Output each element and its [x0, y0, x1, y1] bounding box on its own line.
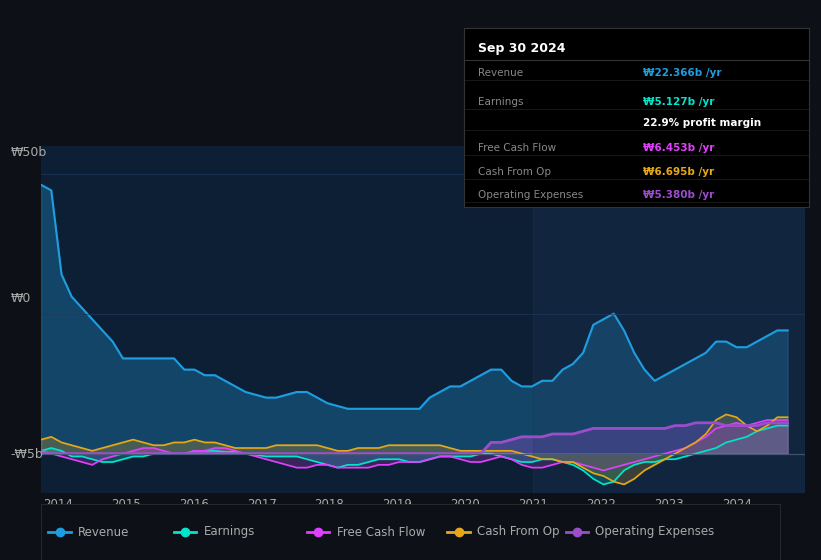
Text: Cash From Op: Cash From Op	[477, 525, 559, 539]
Text: ₩50b: ₩50b	[11, 146, 47, 158]
Text: Free Cash Flow: Free Cash Flow	[337, 525, 425, 539]
Text: ₩0: ₩0	[11, 292, 31, 305]
Text: Free Cash Flow: Free Cash Flow	[478, 143, 556, 153]
Text: 22.9% profit margin: 22.9% profit margin	[643, 118, 761, 128]
Text: Revenue: Revenue	[78, 525, 130, 539]
Text: Revenue: Revenue	[478, 68, 523, 78]
Text: -₩5b: -₩5b	[11, 448, 44, 461]
Text: ₩6.453b /yr: ₩6.453b /yr	[643, 143, 714, 153]
Text: Sep 30 2024: Sep 30 2024	[478, 43, 565, 55]
Text: Operating Expenses: Operating Expenses	[478, 190, 583, 200]
Text: ₩5.127b /yr: ₩5.127b /yr	[643, 97, 714, 107]
Text: Operating Expenses: Operating Expenses	[595, 525, 714, 539]
Text: ₩5.380b /yr: ₩5.380b /yr	[643, 190, 714, 200]
Text: Earnings: Earnings	[204, 525, 255, 539]
Bar	[533, 146, 805, 493]
Text: Cash From Op: Cash From Op	[478, 167, 551, 177]
Text: ₩22.366b /yr: ₩22.366b /yr	[643, 68, 722, 78]
Text: ₩6.695b /yr: ₩6.695b /yr	[643, 167, 714, 177]
Text: Earnings: Earnings	[478, 97, 523, 107]
